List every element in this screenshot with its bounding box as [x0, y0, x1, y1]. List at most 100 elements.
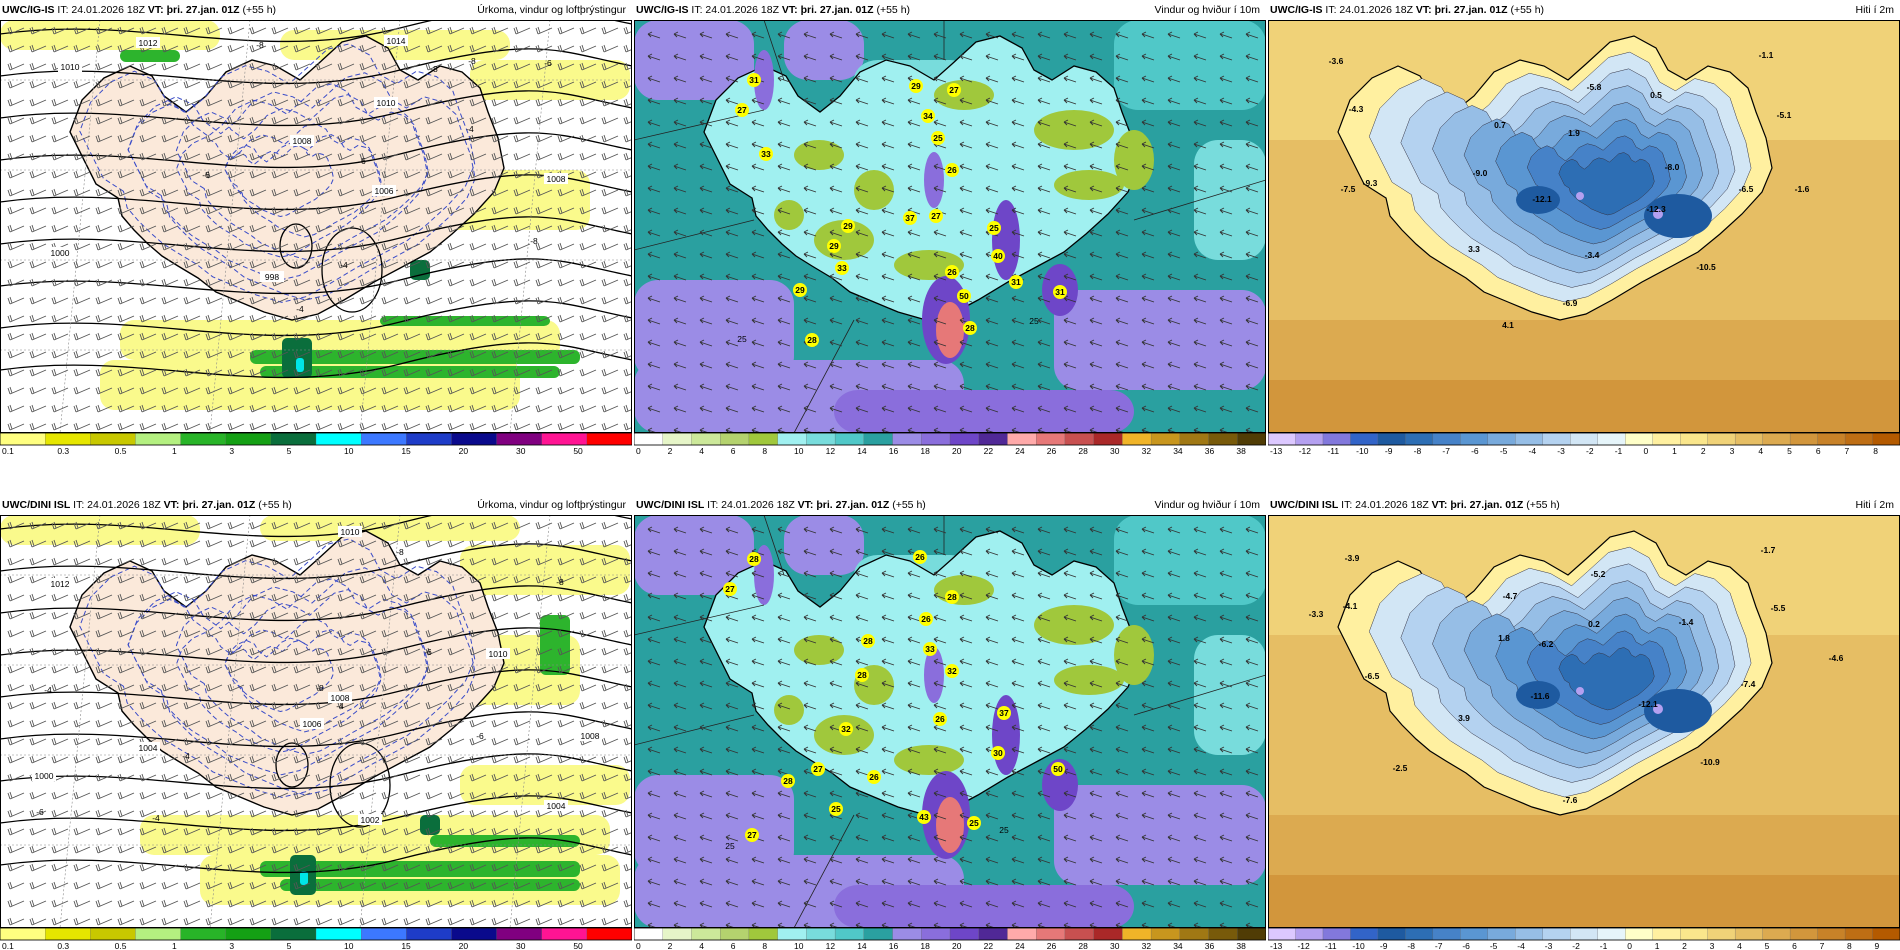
colorbar-swatch	[691, 928, 721, 941]
temp-label: -6.5	[1739, 184, 1754, 194]
colorbar-swatch	[1762, 433, 1791, 446]
model-name: UWC/DINI ISL	[1270, 499, 1339, 511]
gust-label: 28	[947, 592, 957, 602]
colorbar-swatch	[1872, 433, 1900, 446]
gust-label: 29	[795, 285, 805, 295]
colorbar-label: 5	[1787, 446, 1792, 455]
gust-label: 30	[993, 748, 1003, 758]
colorbar-swatch	[777, 928, 808, 941]
colorbar-swatch	[180, 928, 227, 941]
model-name: UWC/IG-IS	[636, 4, 689, 16]
colorbar-swatch	[1268, 928, 1297, 941]
colorbar-label: 20	[459, 941, 469, 950]
valid-time: þri. 27.jan. 01Z	[182, 499, 256, 511]
colorbar-label: -10	[1356, 446, 1369, 455]
colorbar-label: 0.1	[2, 446, 14, 455]
gust-label: 29	[829, 241, 839, 251]
temp-label: -4.1	[1343, 601, 1358, 611]
colorbar-label: 24	[1015, 446, 1025, 455]
colorbar-swatch	[135, 928, 182, 941]
isobar-label: 1006	[303, 719, 322, 729]
dew-label: -8	[530, 236, 538, 246]
colorbar-swatch	[44, 433, 91, 446]
colorbar-label: 7	[1845, 446, 1850, 455]
temp-label: 0.5	[1650, 90, 1662, 100]
gust-label: 25	[831, 804, 841, 814]
isobar-label: 1010	[61, 62, 80, 72]
map-temp: -3.6 -1.1 -4.3 -5.8 0.5 -5.1 0.7 1.9 -9.0 -8.0 -9.…	[1268, 20, 1900, 433]
colorbar-label: -2	[1572, 941, 1580, 950]
colorbar-label: 30	[516, 446, 526, 455]
isobar-label: 1008	[293, 136, 312, 146]
colorbar-swatch	[1789, 433, 1819, 446]
colorbar-swatch	[1122, 433, 1152, 446]
colorbar-swatch	[1625, 928, 1654, 941]
colorbar-temp: -13 -12 -11 -10 -9 -8 -7 -6 -5 -4 -3 -2 -1 0 1 2 3 4 5 6 7 8 9	[1268, 928, 1900, 950]
dew-label: -8	[256, 40, 264, 50]
colorbar-swatch	[1460, 433, 1489, 446]
gust-label: 37	[999, 708, 1009, 718]
gust-label: 31	[1055, 287, 1065, 297]
colorbar-label: -5	[1490, 941, 1498, 950]
gust-label: 33	[761, 149, 771, 159]
colorbar-swatch	[225, 928, 272, 941]
colorbar-label: 7	[1820, 941, 1825, 950]
dew-label: -8	[430, 64, 438, 74]
colorbar-swatch	[0, 433, 46, 446]
colorbar-swatch	[1789, 928, 1819, 941]
gust-label: 27	[737, 105, 747, 115]
gust-label: 26	[947, 267, 957, 277]
run-time: IT: 24.01.2026 18Z	[691, 4, 779, 16]
colorbar-swatch	[1597, 433, 1626, 446]
colorbar-label: 2	[1701, 446, 1706, 455]
temp-label: -1.1	[1759, 50, 1774, 60]
colorbar-swatch	[1680, 433, 1709, 446]
temp-label: -5.1	[1777, 110, 1792, 120]
gust-label: 25	[989, 223, 999, 233]
panel-title: Úrkoma, vindur og loftþrýstingur	[477, 499, 626, 511]
dew-label: -6	[358, 156, 366, 166]
colorbar-swatch	[1844, 928, 1874, 941]
colorbar-label: 28	[1078, 446, 1088, 455]
gust-label: 33	[925, 644, 935, 654]
lead-time: (+55 h)	[892, 499, 926, 511]
colorbar-swatch	[360, 928, 407, 941]
colorbar-label: 1	[172, 446, 177, 455]
colorbar-swatch	[406, 433, 453, 446]
wind-field	[634, 515, 1266, 928]
colorbar-label: -4	[1529, 446, 1537, 455]
lead-time: (+55 h)	[1526, 499, 1560, 511]
colorbar-label: 50	[573, 446, 583, 455]
colorbar-label: -7	[1442, 446, 1450, 455]
temp-label: -1.7	[1761, 545, 1776, 555]
colorbar-label: 18	[920, 941, 930, 950]
gust-label: 25	[999, 825, 1009, 835]
colorbar-label: 14	[857, 446, 867, 455]
valid-label: VT:	[1431, 499, 1448, 511]
map-panel-precip: UWC/IG-IS IT: 24.01.2026 18Z VT: þri. 27…	[0, 0, 632, 455]
colorbar-swatch	[1208, 433, 1238, 446]
temp-label: -1.4	[1679, 617, 1694, 627]
colorbar-swatch	[834, 433, 865, 446]
colorbar-label: 36	[1205, 941, 1215, 950]
temp-label: -6.2	[1539, 639, 1554, 649]
gust-label: 31	[749, 75, 759, 85]
wind-barbs	[7, 521, 632, 926]
temp-label: -12.1	[1638, 699, 1658, 709]
valid-label: VT:	[797, 499, 814, 511]
gust-label: 26	[935, 714, 945, 724]
panel-title: Úrkoma, vindur og loftþrýstingur	[477, 4, 626, 16]
colorbar-swatch	[863, 433, 894, 446]
colorbar-swatch	[1295, 928, 1324, 941]
panel-header: UWC/IG-IS IT: 24.01.2026 18Z VT: þri. 27…	[634, 0, 1266, 20]
colorbar-swatch	[1064, 928, 1095, 941]
dew-label: -4	[152, 813, 160, 823]
gust-label: 27	[725, 584, 735, 594]
temp-label: -3.4	[1585, 250, 1600, 260]
colorbar-swatch	[662, 928, 693, 941]
panel-header: UWC/DINI ISL IT: 24.01.2026 18Z VT: þri.…	[1268, 495, 1900, 515]
colorbar-label: 1	[1672, 446, 1677, 455]
isobar-label: 1000	[51, 248, 70, 258]
colorbar-label: -3	[1545, 941, 1553, 950]
iceland-land	[69, 530, 505, 816]
